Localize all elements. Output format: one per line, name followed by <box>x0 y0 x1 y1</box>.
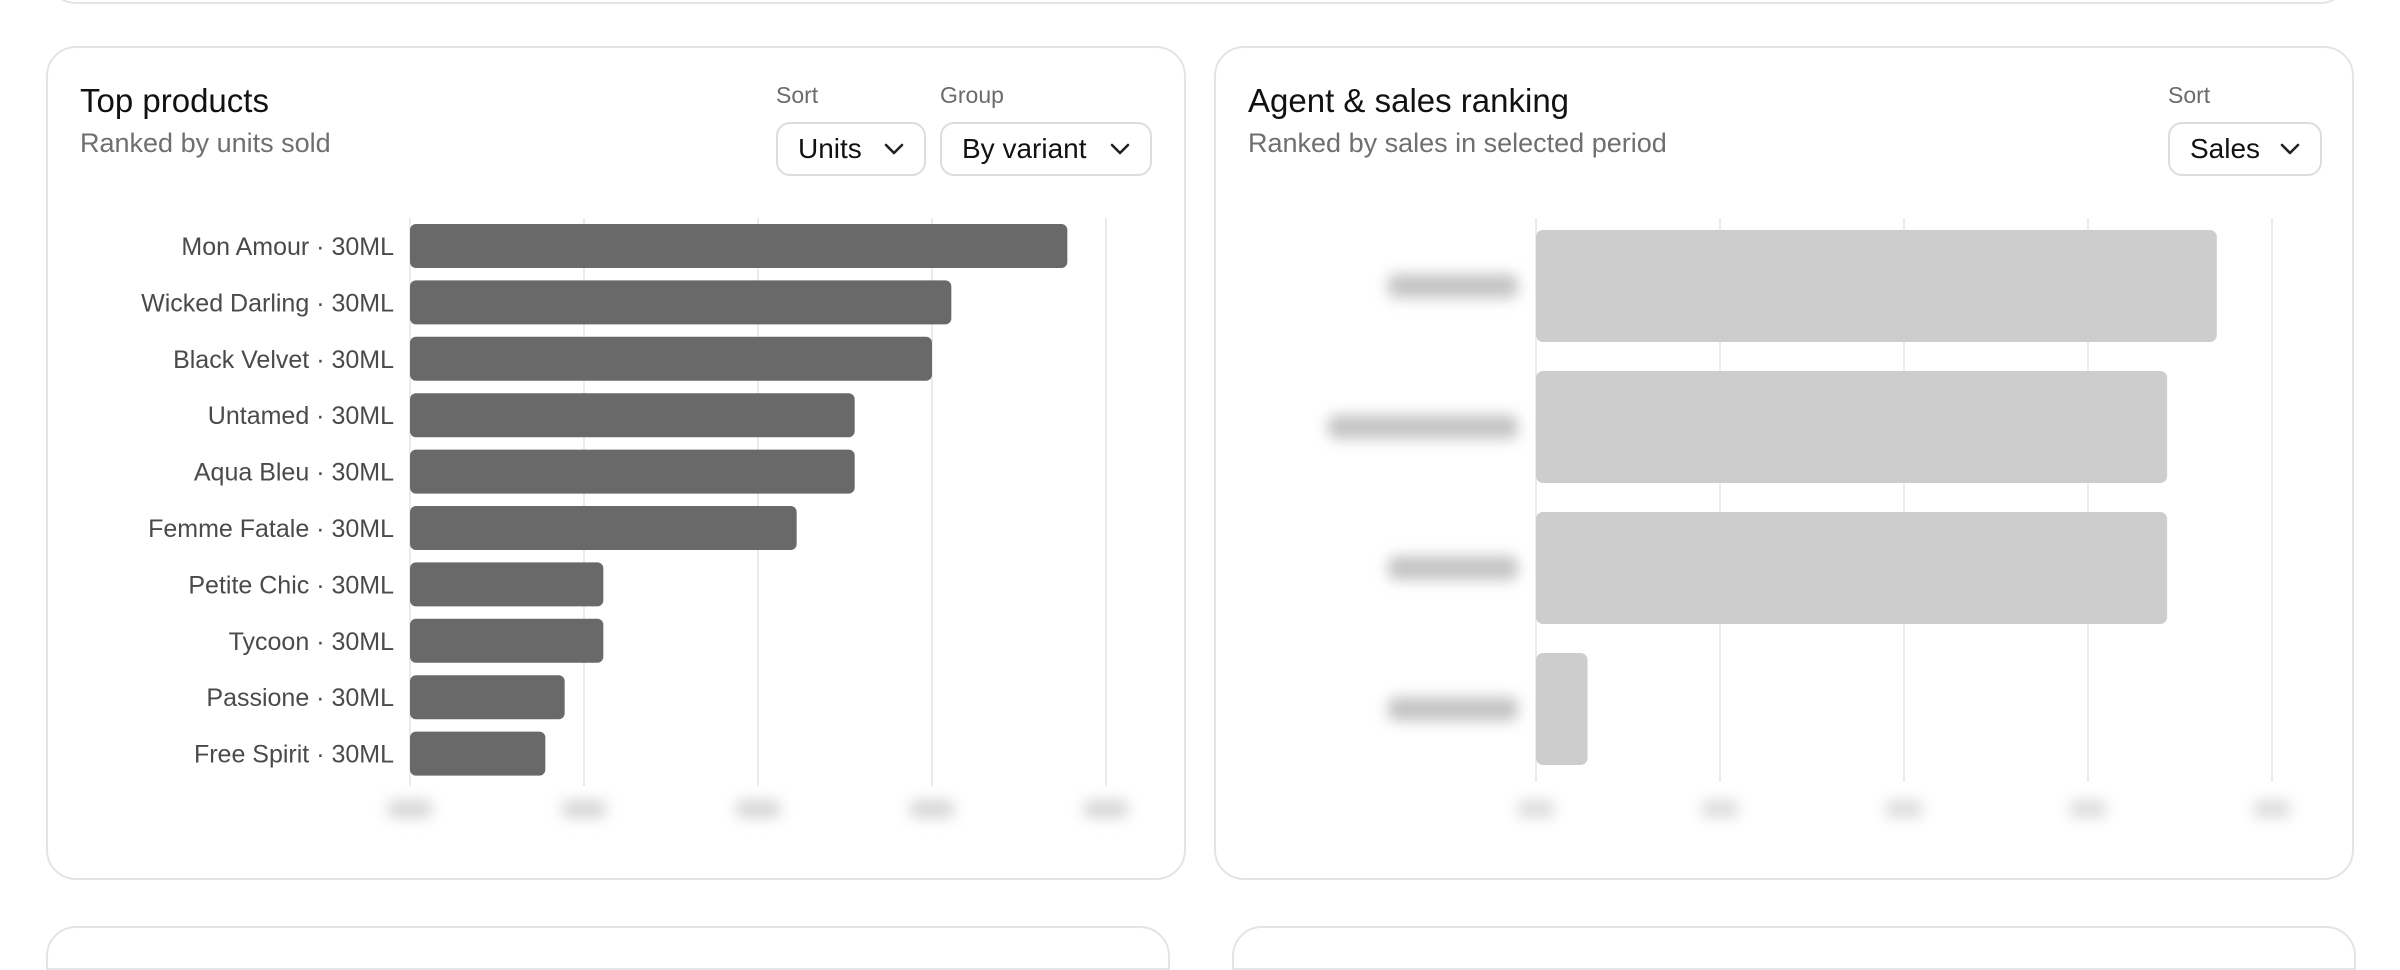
x-tick-label <box>2254 800 2290 818</box>
previous-card-edge <box>46 0 2350 4</box>
y-tick-label: Untamed · 30ML <box>208 402 394 430</box>
y-tick-label: Tycoon · 30ML <box>229 628 394 656</box>
bar[interactable] <box>1536 230 2217 342</box>
x-tick-label <box>736 800 780 818</box>
bar[interactable] <box>410 224 1068 268</box>
y-tick-label: Mon Amour · 30ML <box>181 233 394 261</box>
y-tick-label: Passione · 30ML <box>206 684 394 712</box>
x-tick-label <box>1886 800 1922 818</box>
chevron-down-icon <box>884 143 904 155</box>
bar[interactable] <box>410 562 604 607</box>
chevron-down-icon <box>1110 143 1130 155</box>
y-tick-label: Free Spirit · 30ML <box>194 741 394 769</box>
y-tick-label <box>1388 556 1518 580</box>
bar[interactable] <box>410 393 855 438</box>
bar[interactable] <box>410 618 604 663</box>
bar[interactable] <box>410 675 565 720</box>
y-tick-label: Black Velvet · 30ML <box>173 346 394 374</box>
x-tick-label <box>388 800 432 818</box>
bar[interactable] <box>410 336 932 381</box>
x-axis-ticks <box>388 800 1128 818</box>
bar[interactable] <box>410 731 546 776</box>
x-tick-label <box>1702 800 1738 818</box>
bar[interactable] <box>1536 371 2168 483</box>
card-subtitle: Ranked by units sold <box>80 128 331 158</box>
group-label: Group <box>940 82 1004 108</box>
y-tick-label: Femme Fatale · 30ML <box>148 515 394 543</box>
group-select[interactable]: By variant <box>940 122 1152 176</box>
y-tick-label <box>1328 415 1518 439</box>
y-tick-label: Aqua Bleu · 30ML <box>194 459 394 487</box>
next-card-edge <box>46 926 1170 970</box>
card-subtitle: Ranked by sales in selected period <box>1248 128 1667 158</box>
card-title: Agent & sales ranking <box>1248 82 1570 119</box>
y-tick-label: Wicked Darling · 30ML <box>141 289 394 317</box>
y-tick-label <box>1388 274 1518 298</box>
agent-sales-ranking-card: Agent & sales ranking Ranked by sales in… <box>1214 46 2354 880</box>
bar[interactable] <box>410 506 797 550</box>
y-tick-label <box>1388 697 1518 721</box>
card-title: Top products <box>80 82 269 119</box>
x-axis-ticks <box>1518 800 2290 818</box>
sort-label: Sort <box>2168 82 2211 108</box>
bar[interactable] <box>1536 653 1588 765</box>
x-tick-label <box>2070 800 2106 818</box>
x-tick-label <box>1084 800 1128 818</box>
top-products-card: Top products Ranked by units sold Sort U… <box>46 46 1186 880</box>
sort-select[interactable]: Units <box>776 122 926 176</box>
sort-select[interactable]: Sales <box>2168 122 2322 176</box>
group-select-value: By variant <box>962 133 1087 164</box>
bar[interactable] <box>1536 512 2168 624</box>
bar[interactable] <box>410 280 952 325</box>
bar[interactable] <box>410 449 855 494</box>
x-tick-label <box>1518 800 1554 818</box>
agent-sales-chart <box>1328 218 2290 818</box>
y-axis-labels <box>1328 274 1518 721</box>
x-tick-label <box>562 800 606 818</box>
next-card-edge <box>1232 926 2356 970</box>
sort-select-value: Sales <box>2190 133 2261 164</box>
x-tick-label <box>910 800 954 818</box>
sort-label: Sort <box>776 82 819 108</box>
sort-select-value: Units <box>798 133 862 164</box>
top-products-chart: Mon Amour · 30ML Wicked Darling · 30ML Bla… <box>141 218 1128 818</box>
y-tick-label: Petite Chic · 30ML <box>188 571 394 599</box>
chevron-down-icon <box>2280 143 2300 155</box>
